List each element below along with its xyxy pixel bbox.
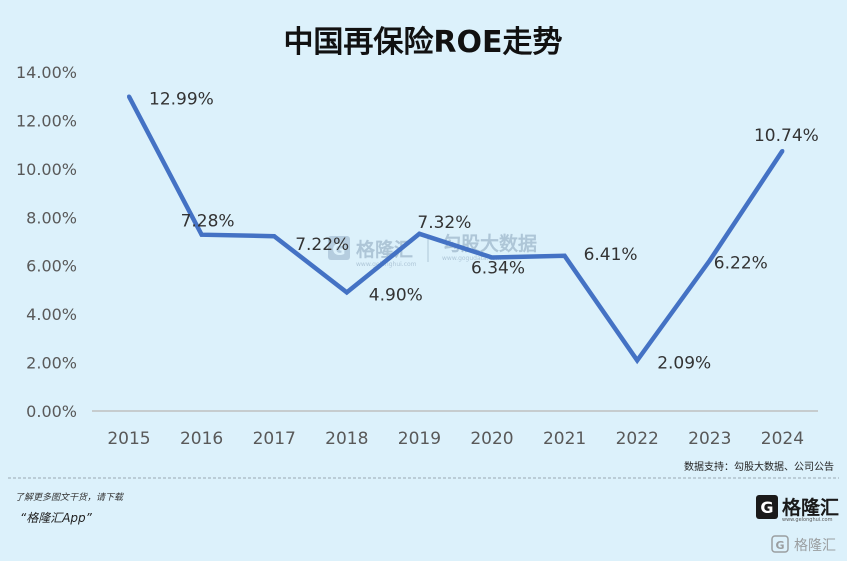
watermark-logo-icon — [328, 236, 350, 260]
center-watermark: G 格隆汇 www.gelonghui.com 勾股大数据 www.goguda… — [328, 232, 537, 268]
data-point — [344, 290, 349, 295]
watermark-brand: 格隆汇 — [356, 238, 413, 261]
series-roe — [127, 94, 785, 365]
x-tick-label: 2020 — [470, 429, 513, 449]
data-label: 2.09% — [657, 353, 711, 373]
x-tick-label: 2024 — [761, 429, 804, 449]
x-tick-label: 2019 — [398, 429, 441, 449]
data-label: 12.99% — [149, 89, 214, 109]
chart-title: 中国再保险ROE走势 — [283, 25, 562, 60]
y-axis: 0.00% 2.00% 4.00% 6.00% 8.00% 10.00% 12.00% 14.… — [16, 63, 77, 421]
x-tick-label: 2021 — [543, 429, 586, 449]
logo-g-icon — [756, 495, 778, 519]
x-tick-label: 2017 — [253, 429, 296, 449]
data-label: 10.74% — [754, 126, 819, 146]
watermark-data-url: www.gogudata.com — [442, 255, 502, 262]
data-label: 6.22% — [714, 253, 768, 273]
data-label: 6.41% — [584, 245, 638, 265]
data-point — [635, 358, 640, 363]
x-tick-label: 2015 — [107, 429, 150, 449]
data-point — [707, 258, 712, 263]
corner-watermark: G 格隆汇 — [771, 535, 836, 554]
data-point — [199, 232, 204, 237]
data-label: 7.32% — [417, 213, 471, 233]
series-line — [127, 95, 785, 365]
logo-url: www.gelonghui.com — [782, 517, 833, 523]
y-tick-label: 8.00% — [26, 208, 77, 227]
data-label: 7.22% — [295, 235, 349, 255]
x-tick-label: 2016 — [180, 429, 223, 449]
footer-promo-text: 了解更多图文干货，请下载 — [15, 492, 124, 503]
brand-logo: G 格隆汇 www.gelonghui.com — [756, 495, 839, 523]
y-tick-label: 2.00% — [26, 354, 77, 373]
data-point — [417, 231, 422, 236]
y-tick-label: 6.00% — [26, 257, 77, 276]
data-label: 7.28% — [181, 212, 235, 232]
x-tick-label: 2018 — [325, 429, 368, 449]
y-tick-label: 0.00% — [26, 402, 77, 421]
y-tick-label: 12.00% — [16, 111, 77, 130]
data-point — [127, 94, 131, 99]
svg-text:G: G — [775, 539, 784, 552]
data-labels: 12.99% 7.28% 7.22% 4.90% 7.32% 6.34% 6.41% 2.09… — [149, 89, 819, 373]
data-point — [562, 253, 567, 258]
x-tick-label: 2023 — [688, 429, 731, 449]
source-note: 数据支持：勾股大数据、公司公告 — [684, 460, 834, 473]
watermark-brand-url: www.gelonghui.com — [356, 261, 417, 268]
corner-g-icon — [771, 535, 789, 553]
data-point — [780, 148, 785, 153]
y-tick-label: 4.00% — [26, 305, 77, 324]
svg-text:G: G — [332, 240, 345, 259]
x-axis: 2015 2016 2017 2018 2019 2020 2021 2022 2023 2024 — [92, 410, 818, 449]
footer-app-name: “格隆汇App” — [20, 511, 93, 525]
svg-text:G: G — [760, 498, 773, 517]
y-tick-label: 10.00% — [16, 160, 77, 179]
data-point — [272, 234, 277, 239]
logo-text: 格隆汇 — [782, 496, 839, 519]
data-label: 4.90% — [369, 285, 423, 305]
data-point — [490, 255, 494, 260]
x-tick-label: 2022 — [616, 429, 659, 449]
data-label: 6.34% — [471, 258, 525, 278]
y-tick-label: 14.00% — [16, 63, 77, 82]
corner-watermark-text: 格隆汇 — [794, 538, 836, 554]
